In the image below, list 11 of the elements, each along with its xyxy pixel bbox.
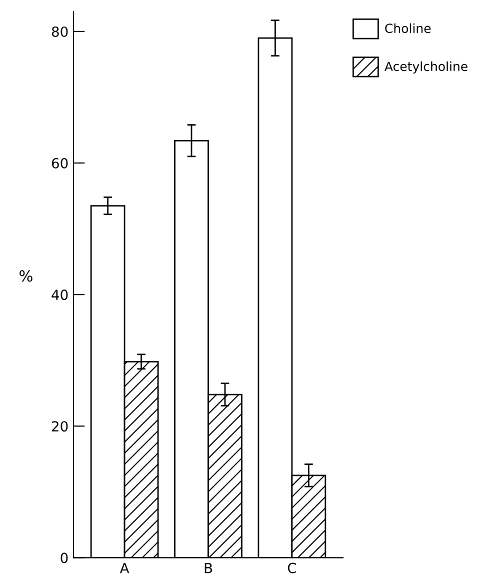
x-tick-label: C <box>288 562 296 574</box>
x-tick-label: B <box>204 562 212 574</box>
y-tick-label: 40 <box>52 290 68 300</box>
x-tick-label: A <box>120 562 130 574</box>
legend-label: Choline <box>385 23 431 34</box>
y-tick-label: 20 <box>52 421 68 432</box>
y-tick-label: 0 <box>60 552 68 564</box>
y-tick-label: 80 <box>52 26 68 37</box>
y-tick-label: 60 <box>52 158 68 168</box>
legend-label: Acetylcholine <box>384 61 468 74</box>
y-axis-title: % <box>20 270 32 282</box>
